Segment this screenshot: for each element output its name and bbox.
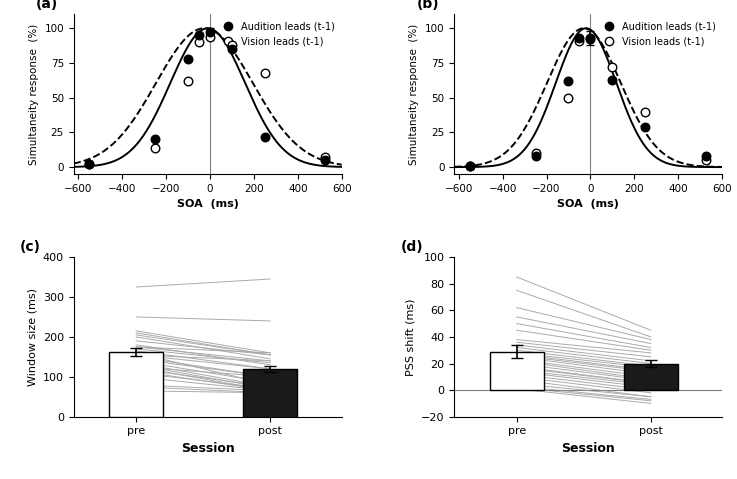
Y-axis label: Simultaneity response  (%): Simultaneity response (%) xyxy=(409,23,419,165)
Text: (b): (b) xyxy=(416,0,439,11)
Point xyxy=(562,77,574,85)
Point xyxy=(640,123,652,131)
Text: (a): (a) xyxy=(36,0,58,11)
Text: (d): (d) xyxy=(401,240,423,254)
Point xyxy=(562,94,574,102)
Point xyxy=(530,149,542,157)
Y-axis label: Window size (ms): Window size (ms) xyxy=(27,288,38,386)
Point xyxy=(607,63,618,71)
Point xyxy=(464,162,475,170)
Point xyxy=(259,133,270,140)
Point xyxy=(204,29,216,36)
Point xyxy=(259,69,270,77)
Text: (c): (c) xyxy=(20,240,41,254)
Point xyxy=(182,55,194,63)
Point xyxy=(226,45,238,53)
Point xyxy=(83,160,95,168)
Point xyxy=(573,37,585,45)
Legend: Audition leads (t-1), Vision leads (t-1): Audition leads (t-1), Vision leads (t-1) xyxy=(597,19,717,48)
Point xyxy=(584,35,596,43)
X-axis label: SOA  (ms): SOA (ms) xyxy=(177,199,239,209)
Bar xyxy=(243,369,297,417)
Bar xyxy=(624,364,677,390)
Point xyxy=(584,34,596,42)
Y-axis label: PSS shift (ms): PSS shift (ms) xyxy=(405,298,416,376)
Legend: Audition leads (t-1), Vision leads (t-1): Audition leads (t-1), Vision leads (t-1) xyxy=(217,19,337,48)
Y-axis label: Simultaneity response  (%): Simultaneity response (%) xyxy=(29,23,39,165)
Point xyxy=(149,144,161,151)
Point xyxy=(700,156,712,164)
Point xyxy=(182,77,194,85)
Point xyxy=(607,76,618,83)
Point xyxy=(83,160,95,168)
Point xyxy=(193,31,205,39)
Bar xyxy=(109,352,163,417)
Point xyxy=(319,156,331,164)
Point xyxy=(149,136,161,143)
X-axis label: Session: Session xyxy=(181,442,234,455)
Point xyxy=(530,152,542,160)
Point xyxy=(573,34,585,42)
Point xyxy=(700,152,712,160)
X-axis label: Session: Session xyxy=(562,442,615,455)
Point xyxy=(193,38,205,46)
Bar xyxy=(490,352,544,390)
Point xyxy=(226,41,238,49)
Point xyxy=(640,108,652,115)
Point xyxy=(464,162,475,170)
Point xyxy=(319,154,331,161)
X-axis label: SOA  (ms): SOA (ms) xyxy=(557,199,619,209)
Point xyxy=(204,33,216,40)
